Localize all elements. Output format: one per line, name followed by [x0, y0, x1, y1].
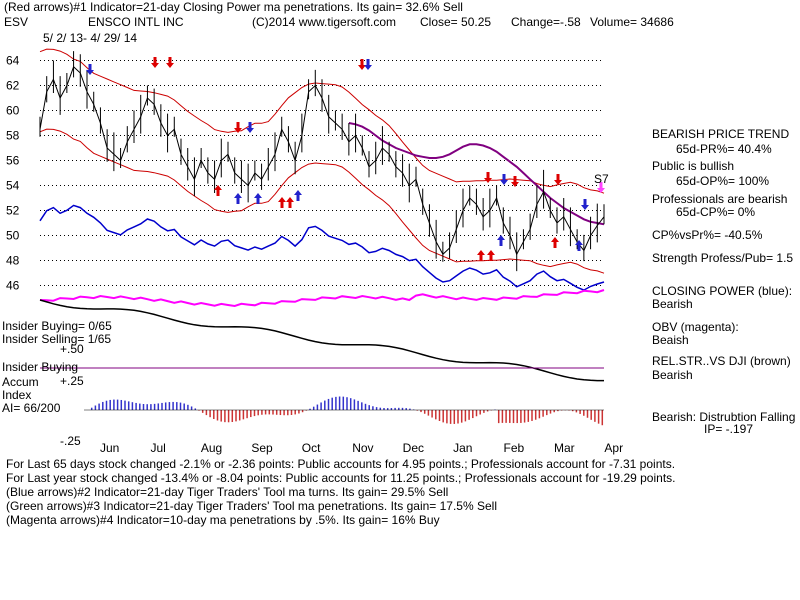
signal-arrow: [487, 250, 495, 261]
insider-buying-line-label: Insider Buying: [2, 360, 79, 374]
relstr-value: Bearish: [652, 368, 693, 382]
footer-line-1: For Last 65 days stock changed -2.1% or …: [6, 457, 676, 471]
x-tick-label: Jun: [100, 441, 119, 455]
y-tick-label: 52: [6, 204, 20, 218]
upper-band-line: [39, 48, 605, 194]
indicator-1-caption: (Red arrows)#1 Indicator=21-day Closing …: [4, 0, 463, 14]
lower-band-line: [39, 128, 605, 274]
cp-value: 65d-CP%= 0%: [676, 205, 756, 219]
x-tick-label: Jul: [150, 441, 165, 455]
y-tick-label: 64: [6, 54, 20, 68]
signal-arrow: [234, 122, 242, 133]
footer-line-5: (Magenta arrows)#4 Indicator=10-day ma p…: [6, 513, 440, 527]
x-tick-label: Apr: [604, 441, 623, 455]
signal-arrow: [554, 174, 562, 185]
signal-arrow: [551, 237, 559, 248]
ip-value: IP= -.197: [704, 422, 754, 436]
signal-arrow: [364, 59, 372, 70]
ma65-line: [348, 122, 605, 226]
signal-arrow: [246, 122, 254, 133]
y-tick-label: 54: [6, 179, 20, 193]
x-tick-label: Sep: [251, 441, 273, 455]
closing-power-value: Bearish: [652, 297, 693, 311]
accum-tick-neg25: -.25: [60, 434, 81, 448]
accum-tick-25: +.25: [60, 374, 84, 388]
accum-label: Accum: [2, 375, 39, 389]
s7-signal: S7: [594, 172, 609, 186]
y-tick-label: 62: [6, 79, 20, 93]
x-tick-label: Nov: [352, 441, 373, 455]
signal-arrow: [166, 57, 174, 68]
y-tick-label: 56: [6, 154, 20, 168]
signal-arrow: [234, 193, 242, 204]
signal-arrow: [581, 199, 589, 210]
signal-arrow: [151, 57, 159, 68]
footer-line-2: For Last year stock changed -13.4% or -8…: [6, 471, 676, 485]
obv-value: Beaish: [652, 333, 689, 347]
accum-tick-50: +.50: [60, 342, 84, 356]
x-tick-label: Feb: [504, 441, 525, 455]
pros-label: Professionals are bearish: [652, 192, 788, 206]
signal-arrow: [278, 197, 286, 208]
footer-line-3: (Blue arrows)#2 Indicator=21-day Tiger T…: [6, 485, 449, 499]
price-line: [39, 65, 605, 256]
closing-power-title: CLOSING POWER (blue):: [652, 284, 793, 298]
company-name: ENSCO INTL INC: [88, 15, 184, 29]
signal-arrow: [511, 176, 519, 187]
signal-arrow: [597, 182, 605, 193]
y-tick-label: 60: [6, 104, 20, 118]
relstr-title: REL.STR..VS DJI (brown): [652, 354, 791, 368]
y-tick-label: 48: [6, 254, 20, 268]
signal-arrow: [358, 59, 366, 70]
distribution-label: Bearish: Distrubtion Falling: [652, 410, 796, 424]
signal-arrow: [497, 235, 505, 246]
y-tick-label: 50: [6, 229, 20, 243]
signal-arrow: [86, 64, 94, 75]
signal-arrow: [254, 193, 262, 204]
public-label: Public is bullish: [652, 159, 735, 173]
insider-selling: Insider Selling= 1/65: [2, 332, 112, 346]
x-tick-label: Dec: [403, 441, 424, 455]
volume-value: Volume= 34686: [590, 15, 674, 29]
y-tick-label: 46: [6, 279, 20, 293]
signal-arrow: [500, 174, 508, 185]
signal-arrow: [286, 197, 294, 208]
strength-value: Strength Profess/Pub= 1.5: [652, 251, 794, 265]
relstr-line: [39, 299, 604, 382]
close-value: Close= 50.25: [420, 15, 492, 29]
ai-value: AI= 66/200: [2, 401, 61, 415]
trend-title: BEARISH PRICE TREND: [652, 127, 790, 141]
pr-value: 65d-PR%= 40.4%: [676, 142, 772, 156]
y-tick-label: 58: [6, 129, 20, 143]
index-label: Index: [2, 388, 32, 402]
obv-title: OBV (magenta):: [652, 320, 739, 334]
signal-arrow: [477, 250, 485, 261]
signal-arrow: [214, 185, 222, 196]
x-tick-label: Jan: [453, 441, 472, 455]
x-tick-label: Oct: [302, 441, 321, 455]
ticker: ESV: [4, 15, 29, 29]
obv-line: [39, 289, 605, 308]
date-range: 5/ 2/ 13- 4/ 29/ 14: [43, 31, 138, 45]
x-tick-label: Aug: [201, 441, 222, 455]
op-value: 65d-OP%= 100%: [676, 174, 770, 188]
insider-buying: Insider Buying= 0/65: [2, 319, 112, 333]
copyright: (C)2014 www.tigersoft.com: [252, 15, 397, 29]
x-tick-label: Mar: [554, 441, 575, 455]
cpvspr-value: CP%vsPr%= -40.5%: [652, 228, 763, 242]
signal-arrow: [484, 172, 492, 183]
footer-line-4: (Green arrows)#3 Indicator=21-day Tiger …: [6, 499, 497, 513]
signal-arrow: [575, 240, 583, 251]
closing-power-line: [39, 204, 605, 291]
change-value: Change=-.58: [511, 15, 581, 29]
signal-arrow: [294, 190, 302, 201]
